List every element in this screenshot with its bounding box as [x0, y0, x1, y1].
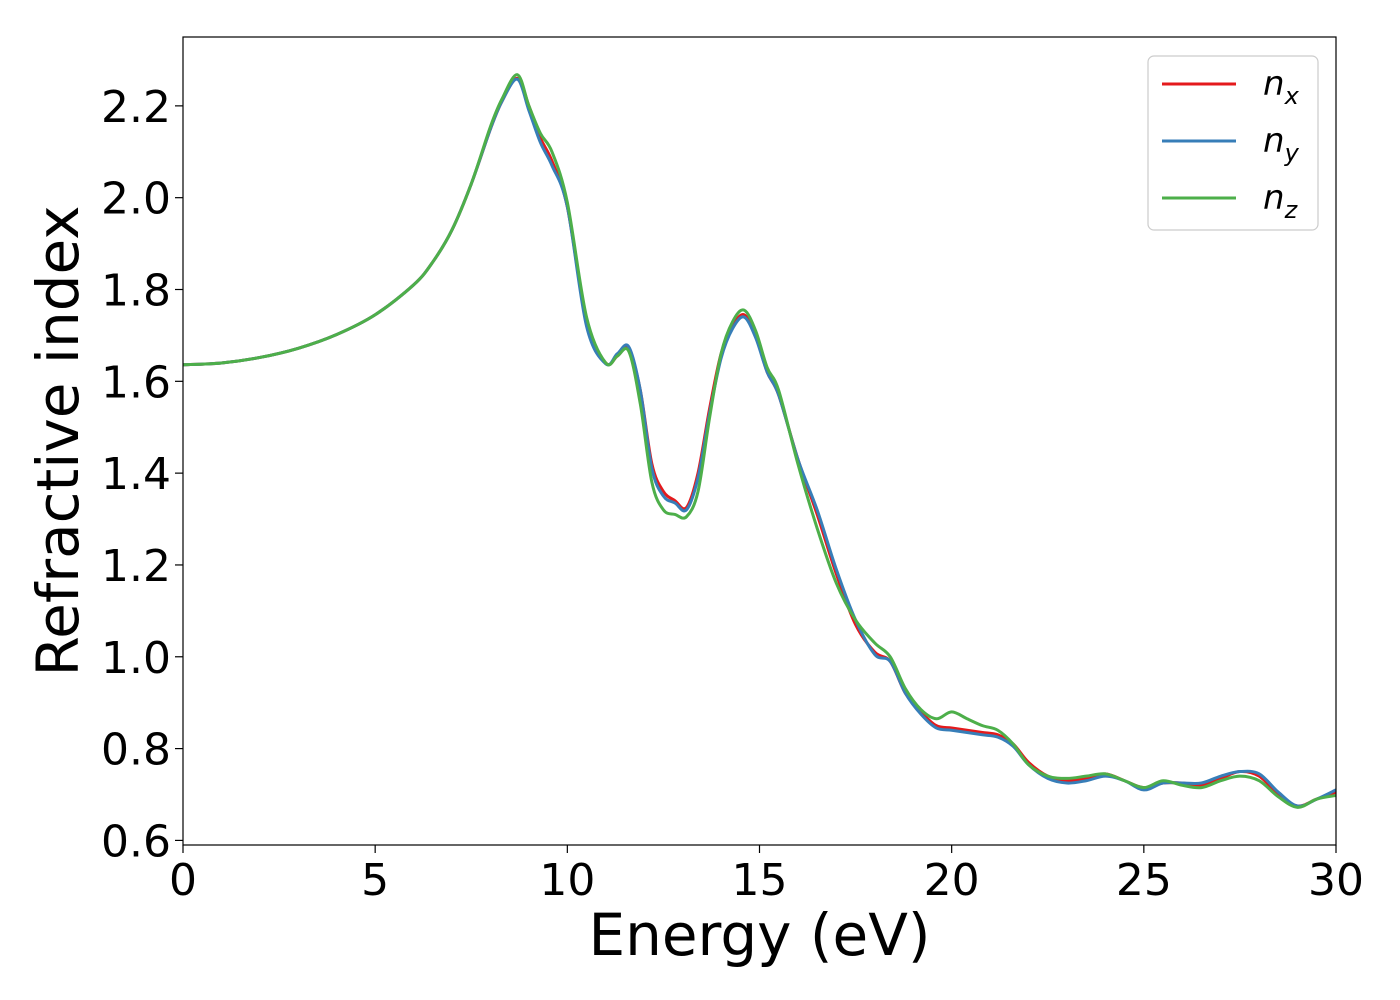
legend: nx ny nz — [1147, 55, 1319, 231]
x-tick-label: 25 — [1116, 855, 1172, 906]
series-line-z — [182, 73, 1337, 809]
y-tick-label: 1.0 — [101, 633, 171, 684]
legend-label-x: nx — [1263, 64, 1300, 110]
y-tick-label: 2.0 — [101, 174, 171, 225]
x-tick-label: 0 — [169, 855, 197, 906]
y-tick-label: 0.8 — [101, 725, 171, 776]
y-tick-label: 1.6 — [101, 357, 171, 408]
x-axis-title: Energy (eV) — [588, 901, 930, 969]
legend-box — [1147, 55, 1319, 231]
y-tick-label: 2.2 — [101, 82, 171, 133]
y-tick-label: 1.4 — [101, 449, 171, 500]
x-axis-ticks: 0 5 10 15 20 25 30 — [169, 845, 1364, 906]
x-tick-label: 10 — [539, 855, 595, 906]
plot-lines — [182, 73, 1337, 809]
y-axis-ticks: 0.6 0.8 1.0 1.2 1.4 1.6 1.8 2.0 2.2 — [101, 82, 183, 867]
y-tick-label: 1.2 — [101, 541, 171, 592]
y-tick-label: 1.8 — [101, 266, 171, 317]
x-tick-label: 5 — [361, 855, 389, 906]
x-tick-label: 20 — [924, 855, 980, 906]
x-tick-label: 15 — [732, 855, 788, 906]
y-tick-label: 0.6 — [101, 816, 171, 867]
y-axis-title: Refractive index — [24, 205, 92, 676]
x-tick-label: 30 — [1308, 855, 1364, 906]
legend-label-y: ny — [1263, 121, 1300, 167]
legend-label-z: nz — [1263, 178, 1299, 224]
